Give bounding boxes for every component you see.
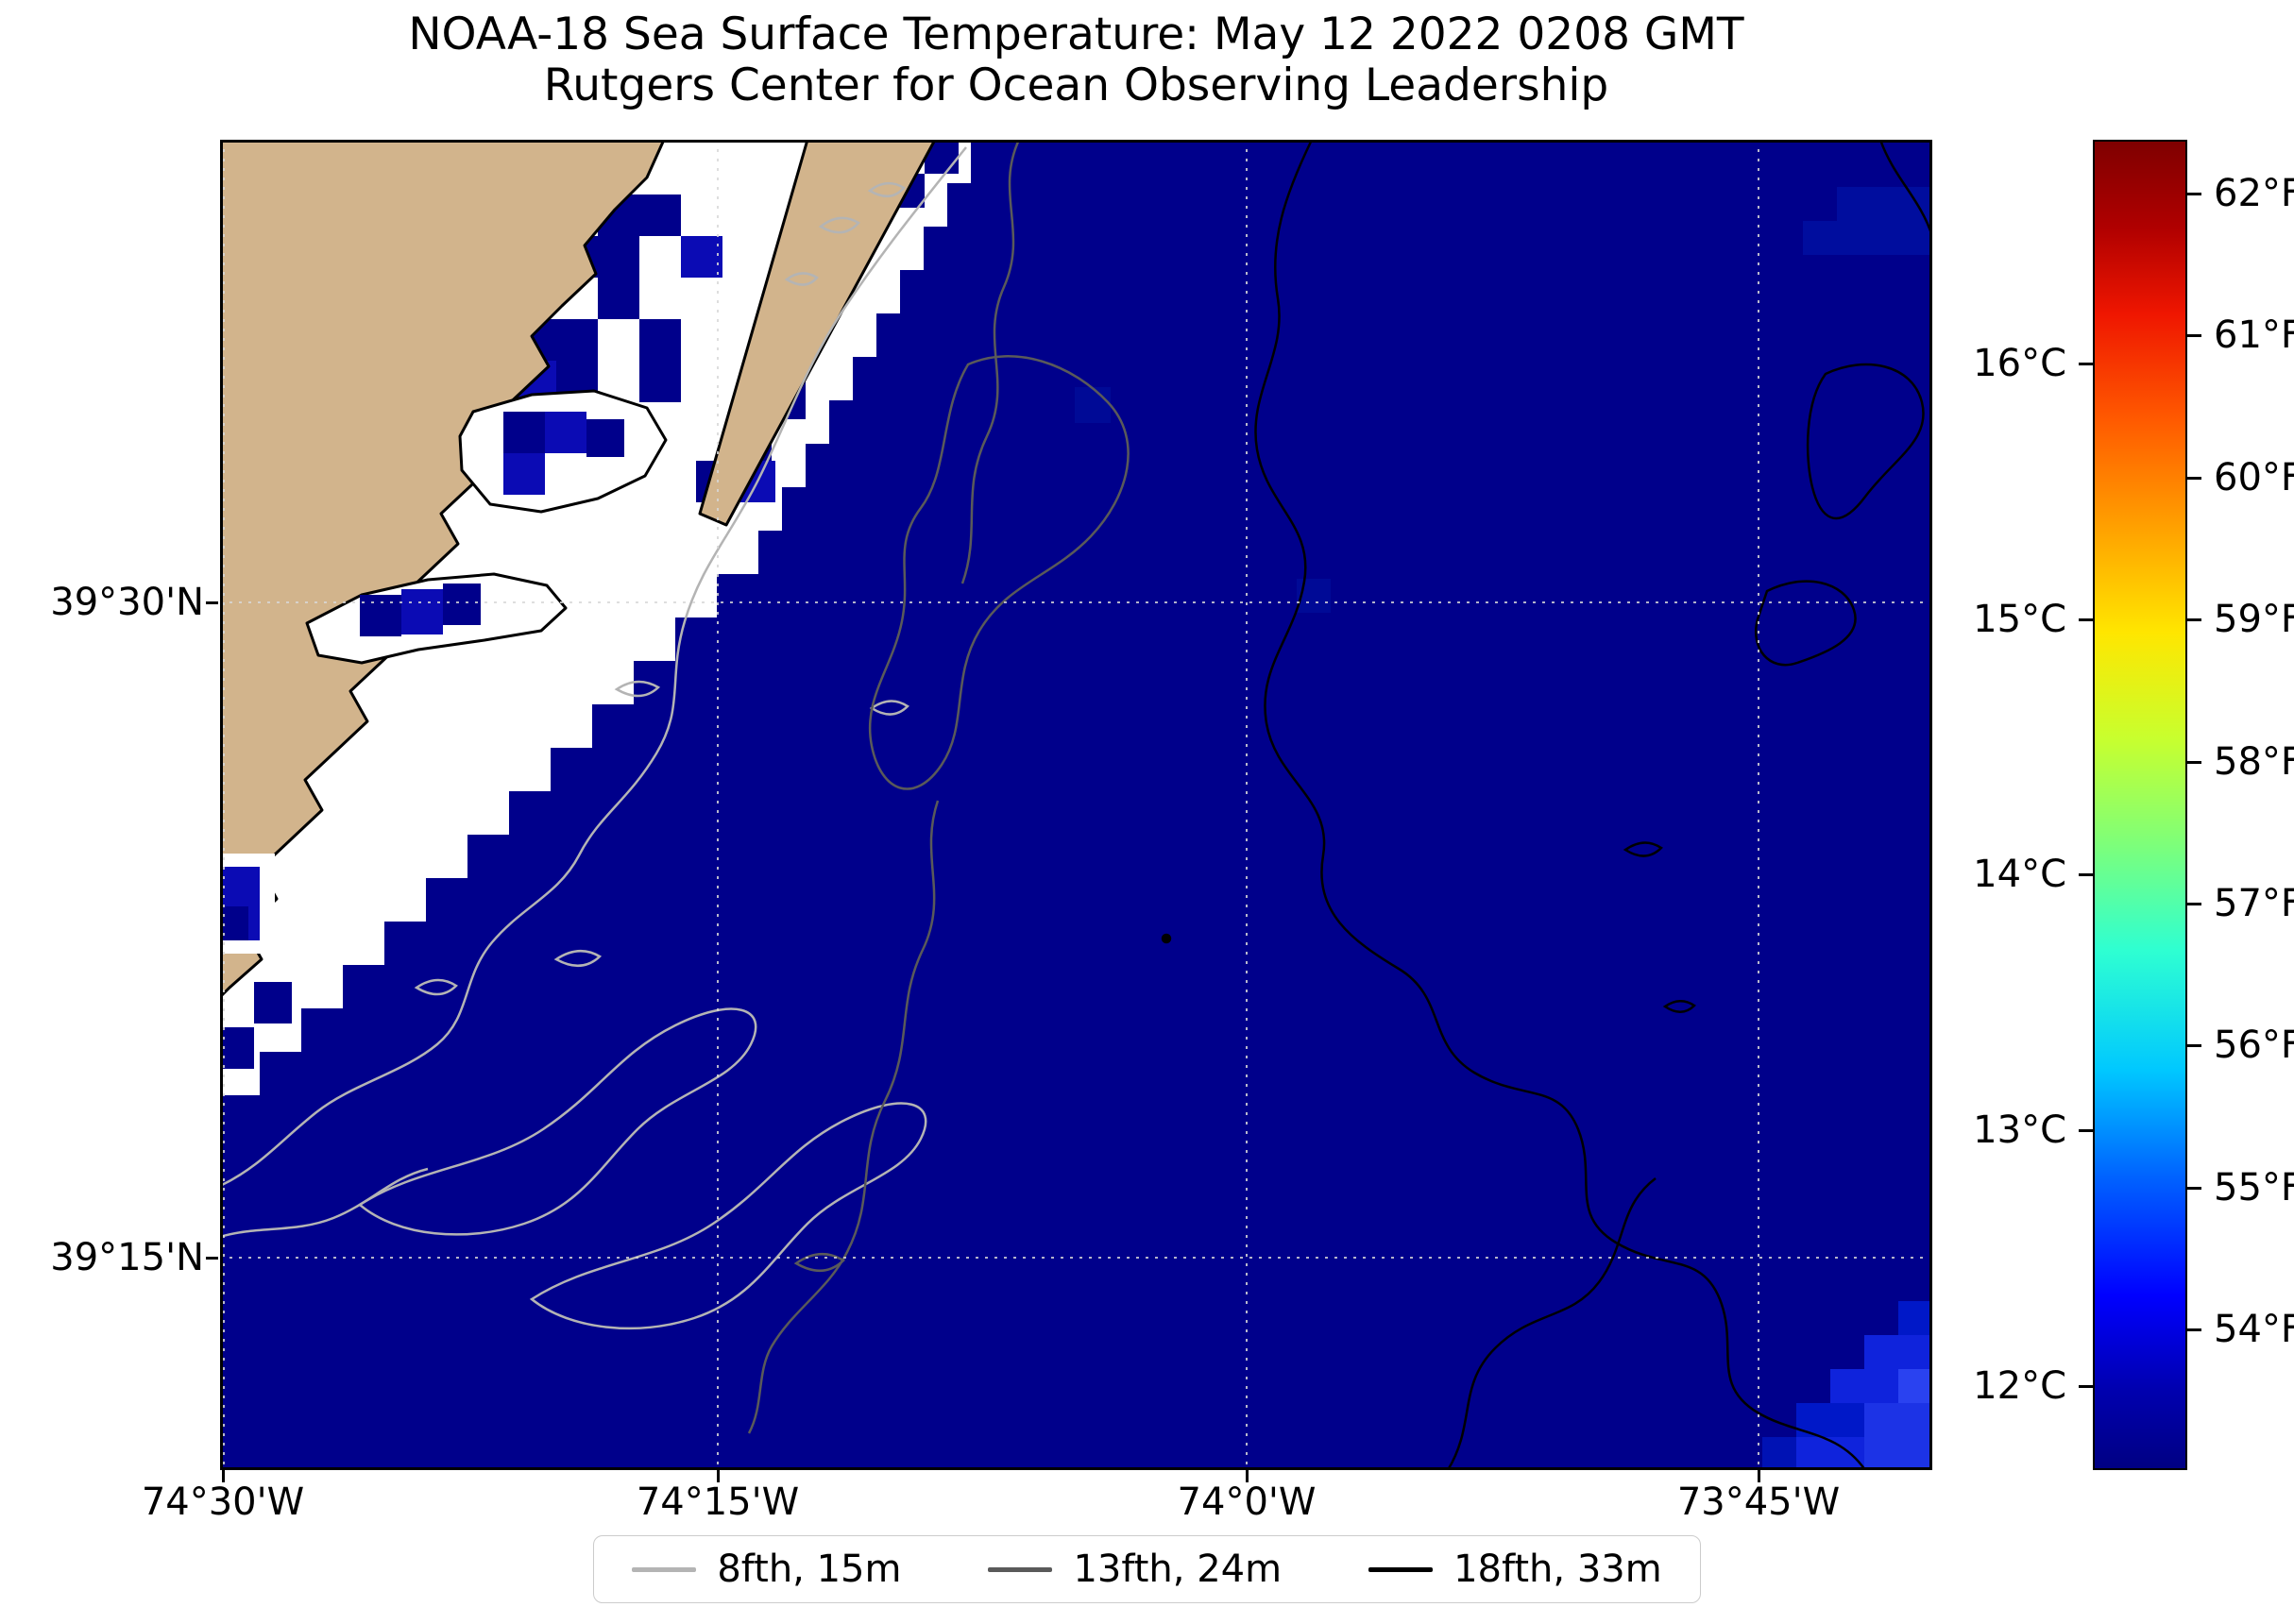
contour-legend: 8fth, 15m 13fth, 24m 18fth, 33m xyxy=(593,1535,1701,1603)
colorbar-label-60F: 60°F xyxy=(2214,456,2294,499)
colorbar-tick-f xyxy=(2187,334,2201,337)
colorbar-tick-f xyxy=(2187,1328,2201,1331)
y-tick-mark xyxy=(206,1257,218,1260)
graticule-gridlines xyxy=(220,140,1932,1470)
colorbar-tick-f xyxy=(2187,477,2201,480)
colorbar-label-12C: 12°C xyxy=(1973,1364,2066,1408)
colorbar-gradient xyxy=(2095,142,2185,1468)
legend-container: 8fth, 15m 13fth, 24m 18fth, 33m xyxy=(0,1535,2294,1603)
y-tick-label-39-30N: 39°30'N xyxy=(50,581,204,624)
colorbar-tick-c xyxy=(2079,618,2093,621)
map-plot-area xyxy=(220,140,1932,1470)
legend-item-33m: 18fth, 33m xyxy=(1368,1548,1662,1591)
colorbar-label-14C: 14°C xyxy=(1973,853,2066,896)
x-tick-label-73-45W: 73°45'W xyxy=(1676,1480,1841,1524)
sst-map xyxy=(220,140,1932,1470)
colorbar-tick-c xyxy=(2079,1385,2093,1388)
colorbar-label-59F: 59°F xyxy=(2214,598,2294,641)
contour-line-sample-15m xyxy=(632,1566,697,1572)
land-barrier-island xyxy=(698,140,937,527)
contour-line-sample-24m xyxy=(988,1566,1053,1572)
colorbar-tick-c xyxy=(2079,1129,2093,1132)
colorbar-tick-c xyxy=(2079,873,2093,876)
x-tick-mark xyxy=(717,1470,720,1482)
colorbar-tick-f xyxy=(2187,1044,2201,1047)
legend-item-24m: 13fth, 24m xyxy=(988,1548,1282,1591)
bathymetry-contour-24m xyxy=(747,140,1130,1434)
colorbar-label-54F: 54°F xyxy=(2214,1308,2294,1351)
colorbar-label-56F: 56°F xyxy=(2214,1023,2294,1067)
colorbar-tick-f xyxy=(2187,1187,2201,1190)
colorbar-label-16C: 16°C xyxy=(1973,342,2066,385)
legend-label-33m: 18fth, 33m xyxy=(1453,1548,1662,1591)
bathymetry-contour-15m xyxy=(220,146,967,1330)
colorbar-label-61F: 61°F xyxy=(2214,313,2294,357)
colorbar-tick-f xyxy=(2187,193,2201,195)
back-bay-lagoons xyxy=(220,389,668,954)
colorbar-tick-f xyxy=(2187,903,2201,905)
contour-line-sample-33m xyxy=(1368,1566,1434,1572)
bathymetry-contour-33m xyxy=(1161,140,1932,1470)
colorbar-label-13C: 13°C xyxy=(1973,1108,2066,1152)
colorbar-tick-f xyxy=(2187,618,2201,621)
figure-title: NOAA-18 Sea Surface Temperature: May 12 … xyxy=(408,8,1744,60)
figure-subtitle: Rutgers Center for Ocean Observing Leade… xyxy=(543,59,1609,111)
colorbar-label-57F: 57°F xyxy=(2214,882,2294,925)
x-tick-mark xyxy=(1246,1470,1249,1482)
legend-label-15m: 8fth, 15m xyxy=(717,1548,902,1591)
y-tick-label-39-15N: 39°15'N xyxy=(50,1236,204,1279)
colorbar-label-15C: 15°C xyxy=(1973,598,2066,641)
x-tick-label-74-15W: 74°15'W xyxy=(636,1480,800,1524)
x-tick-mark xyxy=(222,1470,225,1482)
colorbar-label-58F: 58°F xyxy=(2214,740,2294,784)
colorbar-tick-f xyxy=(2187,761,2201,764)
y-tick-mark xyxy=(206,601,218,604)
legend-item-15m: 8fth, 15m xyxy=(632,1548,901,1591)
colorbar-tick-c xyxy=(2079,363,2093,365)
legend-label-24m: 13fth, 24m xyxy=(1073,1548,1283,1591)
colorbar-label-55F: 55°F xyxy=(2214,1166,2294,1210)
x-tick-mark xyxy=(1758,1470,1760,1482)
colorbar xyxy=(2093,140,2187,1470)
axes-frame xyxy=(220,140,1932,1470)
x-tick-label-74-0W: 74°0'W xyxy=(1177,1480,1317,1524)
x-tick-label-74-30W: 74°30'W xyxy=(141,1480,305,1524)
colorbar-label-62F: 62°F xyxy=(2214,172,2294,215)
